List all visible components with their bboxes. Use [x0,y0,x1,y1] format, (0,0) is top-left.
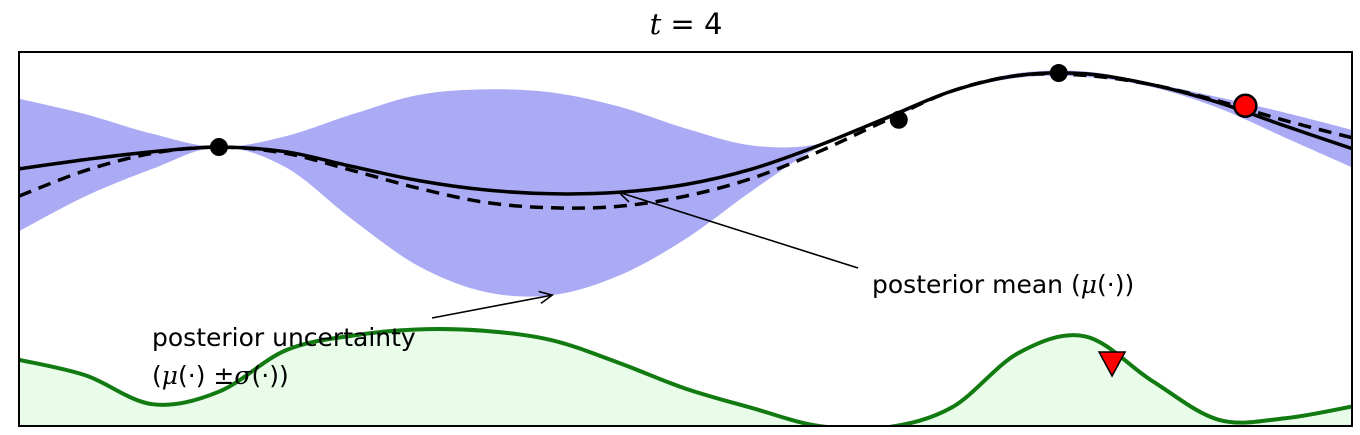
annotation-mean-label: posterior mean (μ(·)) [872,270,1134,299]
title-value: 4 [704,7,722,41]
acquisition-max-marker [1097,351,1127,378]
observation-point [889,110,908,129]
acquisition-line [19,327,1352,426]
annotation-arrow-mean [618,191,859,269]
true-function-line [19,72,1352,210]
chart-title: t = 4 [650,7,723,41]
title-equals: = [661,7,704,41]
annotation-uncertainty-line2: (μ(·) ±σ(·)) [152,361,289,390]
observation-point [209,138,228,157]
annotation-arrowhead-mean [617,189,633,203]
axes-frame [18,51,1353,427]
next-query-point [1233,93,1258,119]
annotation-arrowhead-uncertainty [538,290,555,305]
observation-point [1049,64,1068,83]
annotation-arrow-uncertainty [431,294,553,319]
posterior-mean-line [19,71,1352,196]
annotation-uncertainty-line1: posterior uncertainty [152,323,416,352]
title-variable: t [650,7,662,41]
